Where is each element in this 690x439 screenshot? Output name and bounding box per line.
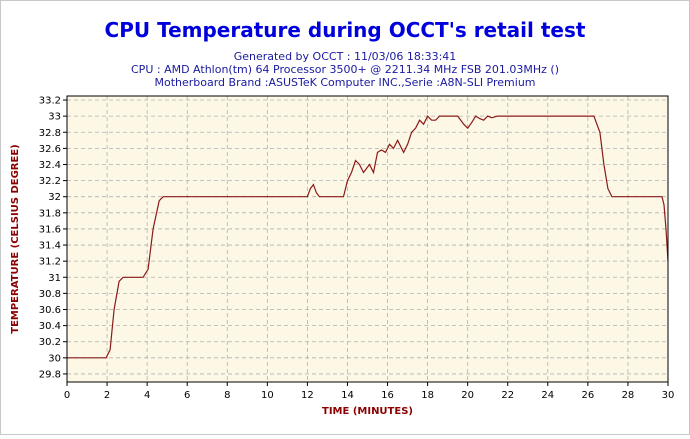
x-tick-label: 18	[421, 390, 434, 401]
y-tick-label: 31.8	[39, 208, 61, 219]
subtitle-generated: Generated by OCCT : 11/03/06 18:33:41	[233, 50, 457, 63]
y-tick-label: 32.8	[39, 128, 61, 139]
x-tick-label: 6	[184, 390, 190, 401]
x-axis-ticks: 0 2 4 6 8 10 12 14 16 18 20 22 24 26 28 30	[64, 382, 675, 401]
x-tick-label: 24	[541, 390, 554, 401]
y-tick-label: 29.8	[39, 369, 61, 380]
x-tick-label: 22	[501, 390, 514, 401]
x-tick-label: 26	[581, 390, 594, 401]
grid-lines	[67, 96, 668, 382]
y-axis-ticks: 29.8 30 30.2 30.4 30.6 30.8 31 31.2 31.4 31.6 31.8…	[39, 96, 67, 380]
y-tick-label: 30.4	[39, 321, 61, 332]
x-tick-label: 30	[662, 390, 675, 401]
x-tick-label: 12	[301, 390, 314, 401]
y-tick-label: 33.2	[39, 96, 61, 107]
subtitle-cpu: CPU : AMD Athlon(tm) 64 Processor 3500+ …	[131, 63, 559, 76]
y-tick-label: 32.4	[39, 160, 61, 171]
temperature-line	[67, 115, 669, 359]
y-axis-label: TEMPERATURE (CELSIUS DEGREE)	[10, 144, 21, 334]
y-tick-label: 32.2	[39, 176, 61, 187]
y-tick-label: 30.6	[39, 305, 61, 316]
y-tick-label: 30.2	[39, 337, 61, 348]
chart-title: CPU Temperature during OCCT's retail tes…	[104, 18, 586, 42]
x-tick-label: 8	[224, 390, 230, 401]
x-axis-label: TIME (MINUTES)	[322, 406, 413, 417]
y-tick-label: 31.6	[39, 224, 61, 235]
x-tick-label: 20	[461, 390, 474, 401]
x-tick-label: 28	[622, 390, 635, 401]
plot-border	[66, 95, 669, 383]
y-tick-label: 31	[48, 273, 61, 284]
plot-background	[67, 96, 668, 382]
x-tick-label: 2	[104, 390, 110, 401]
x-tick-label: 10	[261, 390, 274, 401]
y-tick-label: 30	[48, 353, 61, 364]
x-tick-label: 0	[64, 390, 70, 401]
x-tick-label: 14	[341, 390, 354, 401]
y-tick-label: 32.6	[39, 144, 61, 155]
y-tick-label: 33	[48, 112, 61, 123]
x-tick-label: 4	[144, 390, 150, 401]
y-tick-label: 32	[48, 192, 61, 203]
y-tick-label: 31.4	[39, 241, 61, 252]
y-tick-label: 31.2	[39, 257, 61, 268]
subtitle-motherboard: Motherboard Brand :ASUSTeK Computer INC.…	[154, 76, 536, 89]
y-tick-label: 30.8	[39, 289, 61, 300]
x-tick-label: 16	[381, 390, 394, 401]
